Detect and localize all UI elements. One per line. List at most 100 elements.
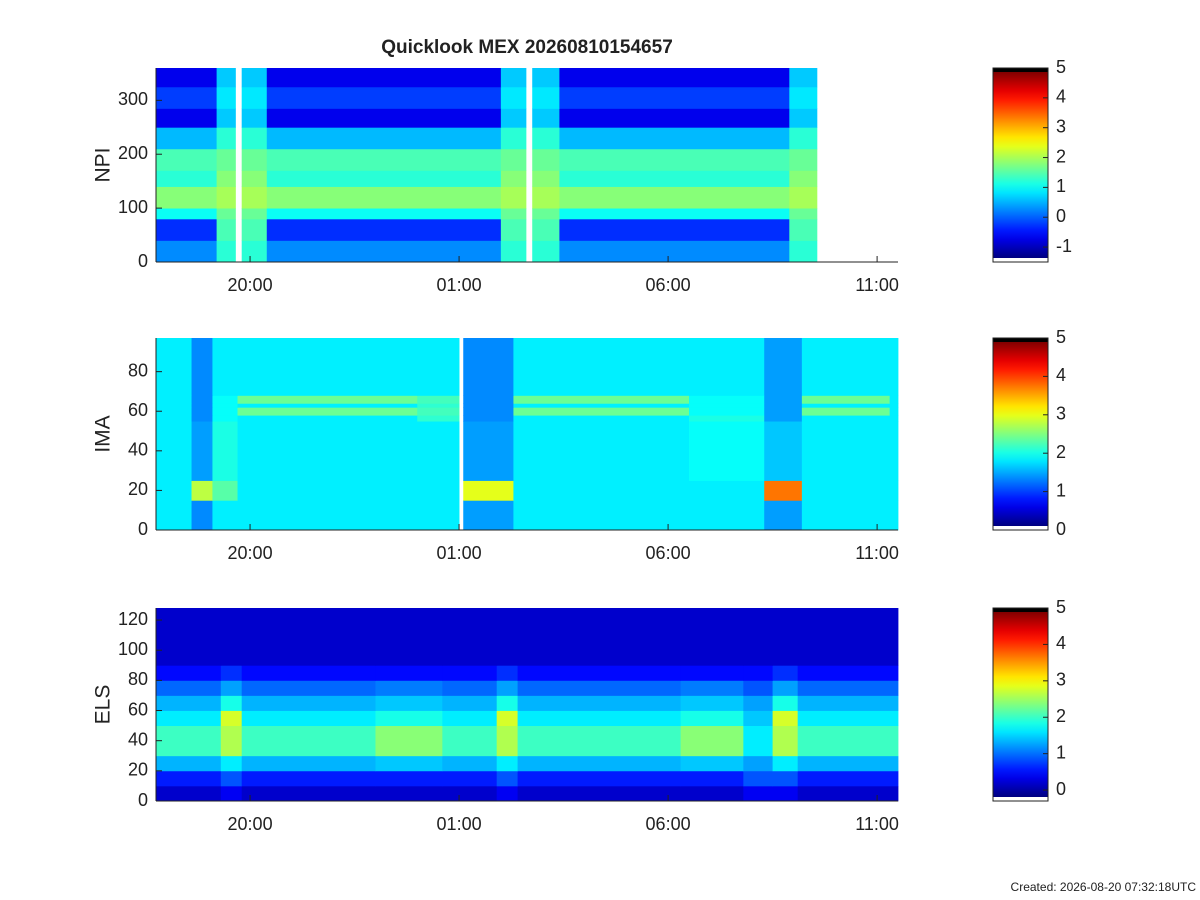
heatmap-cell <box>216 127 236 150</box>
heatmap-cell <box>442 725 498 757</box>
heatmap-cell <box>559 68 790 88</box>
heatmap-cell <box>680 710 744 727</box>
heatmap-cell <box>517 665 682 681</box>
heatmap-cell <box>559 127 790 150</box>
colorbar-tick-label: 2 <box>1056 706 1066 726</box>
heatmap-cell <box>532 68 560 88</box>
heatmap-cell <box>375 608 443 666</box>
heatmap-cell <box>772 710 799 727</box>
colorbar-tick-label: 1 <box>1056 480 1066 500</box>
heatmap-cell <box>375 725 443 757</box>
heatmap-cell <box>212 480 238 501</box>
heatmap-cell <box>241 186 268 209</box>
heatmap-cell <box>532 148 560 171</box>
colorbar <box>993 72 1048 258</box>
y-tick-label: 60 <box>128 400 148 420</box>
heatmap-cell <box>442 695 498 711</box>
heatmap-cell <box>212 500 238 531</box>
heatmap-cell <box>241 680 376 696</box>
heatmap-cell <box>500 170 527 187</box>
heatmap-cell <box>237 407 418 416</box>
colorbar-tick-label: 3 <box>1056 670 1066 690</box>
x-tick-label: 06:00 <box>646 814 691 834</box>
heatmap-cell <box>517 680 682 696</box>
heatmap-cell <box>797 608 899 666</box>
heatmap-cell <box>513 395 690 404</box>
heatmap-cell <box>532 186 560 209</box>
heatmap-cell <box>764 338 803 396</box>
heatmap-cell <box>889 500 899 531</box>
heatmap-cell <box>417 395 460 404</box>
heatmap-cell <box>220 608 243 666</box>
heatmap-cell <box>889 407 899 416</box>
heatmap-cell <box>743 770 773 787</box>
heatmap-cell <box>216 108 236 128</box>
y-tick-label: 80 <box>128 669 148 689</box>
colorbar-tick-label: -1 <box>1056 236 1072 256</box>
heatmap-cell <box>772 665 799 681</box>
heatmap-cell <box>463 403 514 408</box>
heatmap-cell <box>156 695 222 711</box>
y-tick-label: 60 <box>128 699 148 719</box>
y-tick-label: 0 <box>138 519 148 539</box>
x-tick-label: 01:00 <box>437 814 482 834</box>
heatmap-cell <box>156 680 222 696</box>
heatmap-cell <box>266 86 502 109</box>
colorbar-tick-label: 5 <box>1056 327 1066 347</box>
heatmap-cell <box>764 500 803 531</box>
heatmap-cell <box>237 480 418 501</box>
y-tick-label: 20 <box>128 760 148 780</box>
heatmap-cell <box>801 407 891 416</box>
heatmap-cell <box>772 608 799 666</box>
y-tick-label: 40 <box>128 729 148 749</box>
colorbar-tick-label: 1 <box>1056 176 1066 196</box>
colorbar-over <box>993 68 1048 72</box>
heatmap-cell <box>743 695 773 711</box>
heatmap-cell <box>680 695 744 711</box>
heatmap-cell <box>559 218 790 241</box>
heatmap-cell <box>241 785 376 802</box>
heatmap-cell <box>513 407 690 416</box>
panel: 0 20 40 60 80 100 120 20:00 01:00 06:00 11:00 ELS 0 1… <box>92 597 1066 834</box>
heatmap-cell <box>212 421 238 481</box>
heatmap-cell <box>156 407 192 416</box>
heatmap-cell <box>688 421 765 481</box>
heatmap-cell <box>241 108 268 128</box>
heatmap-cell <box>266 148 502 171</box>
heatmap-cell <box>442 608 498 666</box>
heatmap-cell <box>801 338 891 396</box>
heatmap-cell <box>764 421 803 481</box>
heatmap-cell <box>241 86 268 109</box>
heatmap-cell <box>789 170 818 187</box>
heatmap-cell <box>237 338 418 396</box>
heatmap-cell <box>496 725 518 757</box>
colorbar-tick-label: 4 <box>1056 633 1066 653</box>
heatmap-cell <box>463 421 514 481</box>
heatmap-cell <box>688 415 765 422</box>
heatmap-cell <box>156 415 192 422</box>
heatmap-cell <box>156 108 218 128</box>
heatmap-cell <box>764 480 803 501</box>
colorbar-tick-label: 5 <box>1056 597 1066 617</box>
heatmap-cell <box>156 403 192 408</box>
colorbar-under <box>993 258 1048 262</box>
heatmap-cell <box>237 395 418 404</box>
heatmap-cell <box>220 680 243 696</box>
heatmap-cell <box>772 680 799 696</box>
heatmap-cell <box>789 148 818 171</box>
heatmap-cell <box>801 421 891 481</box>
heatmap-cell <box>500 148 527 171</box>
heatmap-cell <box>772 785 799 802</box>
heatmap-cell <box>889 415 899 422</box>
heatmap-cell <box>241 240 268 263</box>
heatmap-cell <box>743 710 773 727</box>
heatmap-cell <box>801 395 891 404</box>
heatmap-cell <box>220 770 243 787</box>
heatmap-cell <box>789 127 818 150</box>
y-tick-label: 80 <box>128 360 148 380</box>
heatmap-cell <box>743 755 773 772</box>
x-tick-label: 11:00 <box>855 543 899 563</box>
heatmap-cell <box>191 415 213 422</box>
heatmap-cell <box>216 218 236 241</box>
heatmap-cell <box>889 480 899 501</box>
